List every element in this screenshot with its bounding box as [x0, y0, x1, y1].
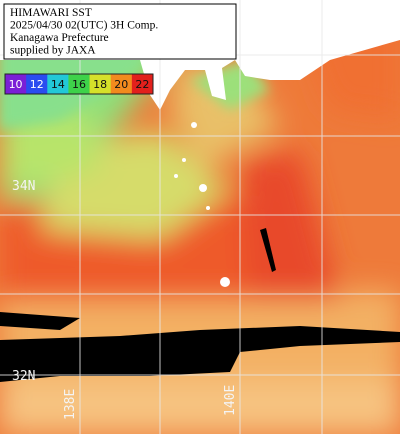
colorbar-swatch [131, 74, 154, 94]
lon-label: 138E [63, 389, 78, 420]
colorbar: 10 12 14 16 18 20 22 [4, 73, 154, 95]
lon-label: 140E [223, 385, 238, 416]
colorbar-label: 18 [93, 78, 107, 91]
lat-label: 34N [12, 179, 35, 194]
colorbar-label: 20 [114, 78, 128, 91]
colorbar-swatch [5, 74, 27, 94]
colorbar-label: 14 [51, 78, 65, 91]
colorbar-label: 10 [9, 78, 23, 91]
header-line: supplied by JAXA [10, 45, 96, 57]
colorbar-label: 22 [135, 78, 149, 91]
colorbar-swatch [68, 74, 91, 94]
grid-labels: 34N 32N 138E 140E [12, 179, 238, 420]
colorbar-swatch [89, 74, 112, 94]
lat-label: 32N [12, 369, 35, 384]
header-line: HIMAWARI SST [10, 7, 92, 19]
colorbar-swatch [26, 74, 48, 94]
colorbar-frame [4, 73, 154, 95]
header-box [3, 3, 237, 60]
header-line: 2025/04/30 02(UTC) 3H Comp. [10, 20, 158, 32]
colorbar-label: 16 [72, 78, 86, 91]
colorbar-swatch [110, 74, 133, 94]
header-line: Kanagawa Prefecture [10, 32, 109, 44]
colorbar-label: 12 [30, 78, 44, 91]
colorbar-swatch [47, 74, 69, 94]
cloud-mask [0, 228, 400, 382]
